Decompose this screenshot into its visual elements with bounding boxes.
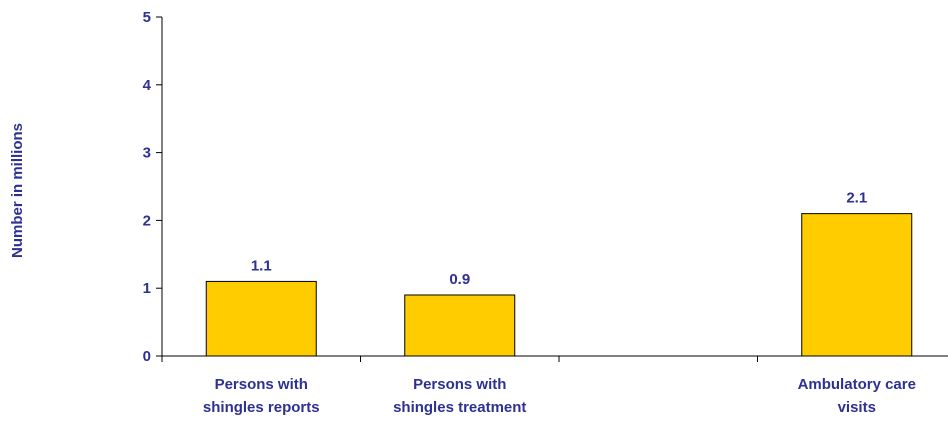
- x-tick-label: Ambulatory care: [798, 376, 916, 393]
- y-tick-label: 3: [143, 145, 151, 162]
- x-tick-label: Persons with: [215, 376, 308, 393]
- bar: [205, 280, 317, 357]
- y-tick-label: 5: [143, 9, 151, 26]
- y-tick-label: 1: [143, 280, 151, 297]
- y-tick-label: 4: [143, 77, 152, 94]
- data-label: 2.1: [846, 190, 867, 207]
- x-tick-label: shingles treatment: [393, 399, 526, 416]
- bar: [801, 213, 913, 357]
- data-label: 0.9: [449, 271, 470, 288]
- data-label: 1.1: [251, 257, 272, 274]
- y-axis-title: Number in millions: [9, 123, 26, 258]
- x-tick-label: visits: [838, 399, 876, 416]
- bar: [404, 294, 516, 357]
- labels-layer: 1.1 Persons with shingles reports 0.9 Person…: [203, 190, 916, 416]
- x-tick-label: Persons with: [413, 376, 506, 393]
- x-tick-label: shingles reports: [203, 399, 320, 416]
- axis-title-layer: Number in millions: [9, 123, 26, 258]
- y-tick-label: 0: [143, 348, 151, 365]
- y-tick-label: 2: [143, 212, 151, 229]
- bars-layer: [205, 213, 913, 357]
